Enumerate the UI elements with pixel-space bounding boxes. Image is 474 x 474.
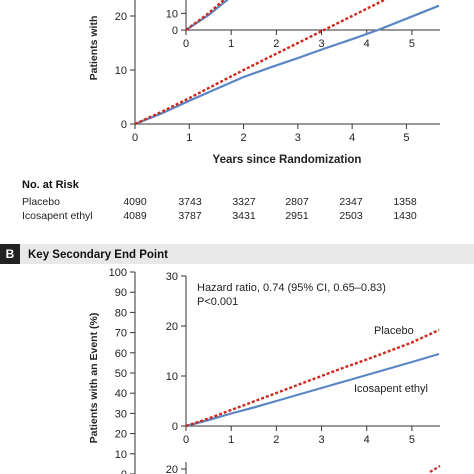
risk-value-placebo: 1358 [393,196,417,208]
panel-a-x-tick-label: 0 [132,132,138,144]
panel-a-inset-x-tick-label: 5 [409,38,415,50]
panel-a-x-tick-label: 3 [295,132,301,144]
series-label-icosapent: Icosapent ethyl [354,383,428,395]
panel-b-y-tick-label: 20 [115,429,127,441]
risk-table-title: No. at Risk [22,179,80,191]
panel-b-inset-y-tick-label: 10 [166,371,178,383]
panel-b-y-tick-label: 40 [115,388,127,400]
hazard-ratio-text: Hazard ratio, 0.74 (95% CI, 0.65–0.83) [197,282,386,294]
panel-a-y-tick-label: 0 [121,119,127,131]
panel-a-inset-x-tick-label: 0 [183,38,189,50]
bottom-inset-fragment: 20 [166,462,440,474]
panel-b-y-tick-label: 10 [115,449,127,461]
panel-b-y-tick-label: 100 [109,267,127,279]
panel-a-inset-y-tick-label: 0 [172,25,178,37]
panel-b-header: B Key Secondary End Point [0,244,474,264]
risk-value-placebo: 2807 [285,196,309,208]
panel-b-inset-x-tick-label: 1 [228,434,234,446]
risk-value-icosapent: 2503 [339,210,363,222]
panel-b-y-tick-label: 90 [115,287,127,299]
panel-b-inset-x-tick-label: 5 [409,434,415,446]
panel-b-y-tick-label: 60 [115,348,127,360]
risk-value-placebo: 2347 [339,196,363,208]
panel-a-y-tick-label: 10 [115,65,127,77]
series-label-placebo: Placebo [374,325,414,337]
risk-row-label-placebo: Placebo [22,196,60,208]
panel-b-inset-y-tick-label: 0 [172,421,178,433]
bottom-inset-placebo-fragment [430,466,440,472]
panel-b-y-tick-label: 70 [115,328,127,340]
panel-b-title: Key Secondary End Point [28,249,168,261]
panel-a-x-axis-label: Years since Randomization [213,154,362,166]
panel-a-inset-series-icosapent-line [186,0,243,30]
panel-b-y-tick-label: 50 [115,368,127,380]
panel-b-inset-x-tick-label: 3 [318,434,324,446]
bottom-inset-tick-label: 20 [166,464,178,474]
risk-table: No. at Risk Placebo Icosapent ethyl 4090… [22,179,417,222]
p-value-text: P<0.001 [197,296,238,308]
panel-b-y-tick-label: 0 [121,469,127,474]
risk-value-placebo: 4090 [123,196,147,208]
risk-value-icosapent: 3787 [178,210,202,222]
risk-value-icosapent: 2951 [285,210,309,222]
panel-b-inset: 0 1 2 3 4 5 0 10 20 30 Hazard ratio, 0.74 (95% CI… [166,271,440,446]
panel-a-y-axis-label: Patients with [88,16,100,81]
panel-a-x-tick-label: 1 [186,132,192,144]
panel-b-inset-y-tick-label: 30 [166,271,178,283]
panel-b-y-tick-label: 30 [115,408,127,420]
risk-value-placebo: 3743 [178,196,202,208]
risk-row-label-icosapent: Icosapent ethyl [22,210,93,222]
panel-b-y-axis-label: Patients with an Event (%) [88,313,100,444]
risk-value-icosapent: 4089 [123,210,147,222]
panel-b-y-tick-label: 80 [115,307,127,319]
panel-b-inset-series-placebo-line [186,330,439,426]
panel-b-letter: B [6,247,15,261]
panel-a-x-tick-label: 4 [349,132,355,144]
risk-value-icosapent: 1430 [393,210,417,222]
panel-b-inset-x-tick-label: 4 [364,434,370,446]
panel-b-outer: Patients with an Event (%) 0 10 20 30 40 50 60… [88,267,135,474]
panel-b-inset-x-tick-label: 2 [273,434,279,446]
panel-a-x-tick-label: 5 [403,132,409,144]
panel-a-inset-x-tick-label: 1 [228,38,234,50]
panel-b-inset-x-tick-label: 0 [183,434,189,446]
risk-value-placebo: 3327 [232,196,256,208]
panel-a-x-tick-label: 2 [241,132,247,144]
panel-a-inset-y-tick-label: 10 [166,8,178,20]
panel-a-y-tick-label: 20 [115,11,127,23]
panel-a-inset-x-tick-label: 2 [273,38,279,50]
panel-a-inset-x-tick-label: 4 [364,38,370,50]
panel-b-inset-y-tick-label: 20 [166,321,178,333]
risk-value-icosapent: 3431 [232,210,256,222]
panel-a-series-icosapent-line [135,6,439,124]
